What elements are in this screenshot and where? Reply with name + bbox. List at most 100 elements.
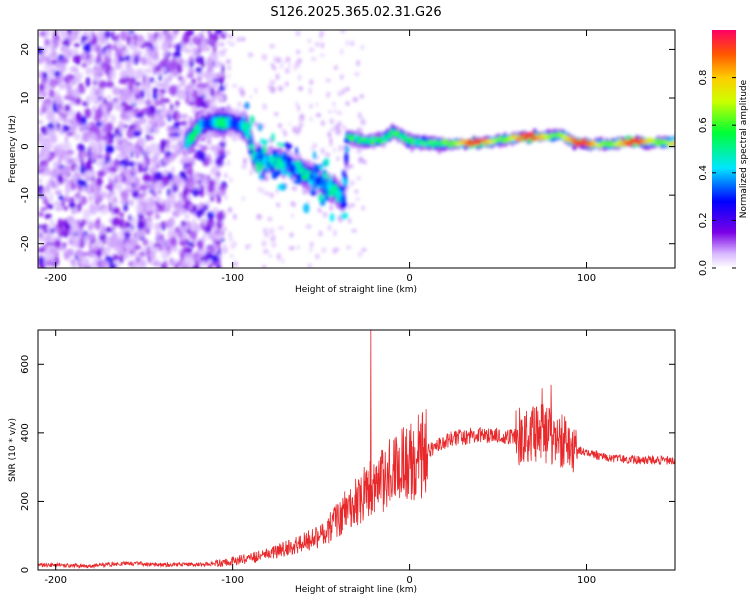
ridge-blob <box>608 140 613 144</box>
noise-blob <box>75 197 82 203</box>
noise-blob <box>169 85 178 96</box>
noise-blob <box>335 128 342 136</box>
noise-blob <box>281 258 285 264</box>
noise-blob <box>361 205 366 211</box>
noise-blob <box>183 162 187 171</box>
noise-blob <box>333 65 338 70</box>
noise-blob <box>273 55 276 63</box>
noise-blob <box>68 201 76 209</box>
noise-blob <box>74 166 81 172</box>
noise-blob <box>183 156 193 163</box>
ridge-blob <box>311 183 315 192</box>
noise-blob <box>245 244 249 250</box>
noise-blob <box>265 191 269 195</box>
noise-blob <box>163 41 172 47</box>
ridge-blob <box>318 165 323 171</box>
colorbar-tick-label: 0.4 <box>698 165 709 181</box>
noise-blob <box>200 221 205 231</box>
noise-blob <box>222 48 227 52</box>
noise-blob <box>314 42 321 47</box>
noise-blob <box>248 54 252 58</box>
noise-blob <box>254 122 260 127</box>
snr-frame <box>37 329 676 571</box>
noise-blob <box>182 59 190 68</box>
ridge-blob <box>324 190 327 197</box>
noise-blob <box>114 97 118 103</box>
noise-blob <box>135 50 143 55</box>
noise-blob <box>66 73 72 81</box>
noise-blob <box>323 211 328 218</box>
noise-blob <box>154 214 161 220</box>
noise-blob <box>140 89 145 99</box>
noise-blob <box>153 151 160 159</box>
noise-blob <box>161 66 167 73</box>
noise-blob <box>119 69 128 79</box>
noise-blob <box>285 81 289 87</box>
noise-blob <box>214 176 220 184</box>
noise-blob <box>230 254 234 258</box>
noise-blob <box>262 188 265 195</box>
noise-blob <box>232 84 238 88</box>
noise-blob <box>256 214 262 220</box>
noise-blob <box>158 92 165 98</box>
noise-blob <box>50 168 59 178</box>
noise-blob <box>233 213 237 220</box>
noise-blob <box>148 220 153 231</box>
x-tick-label: -200 <box>44 273 67 284</box>
ridge-blob <box>329 213 335 222</box>
ridge-blob <box>295 160 301 169</box>
noise-blob <box>54 190 62 196</box>
colorbar-tick-label: 0.2 <box>698 212 709 228</box>
noise-blob <box>107 94 112 100</box>
noise-blob <box>309 247 312 253</box>
noise-blob <box>224 173 228 178</box>
ridge-blob <box>297 173 302 179</box>
ridge-blob <box>430 143 436 148</box>
noise-blob <box>357 112 362 119</box>
ridge-blob <box>341 201 347 209</box>
noise-blob <box>85 76 91 88</box>
noise-blob <box>60 57 69 64</box>
noise-blob <box>130 200 134 207</box>
noise-blob <box>135 230 145 239</box>
noise-blob <box>135 203 143 214</box>
noise-blob <box>189 188 193 194</box>
noise-blob <box>106 139 114 145</box>
y-tick-label: 600 <box>20 355 31 374</box>
noise-blob <box>38 256 45 265</box>
noise-blob <box>140 117 147 125</box>
noise-blob <box>166 145 171 150</box>
noise-blob <box>263 227 268 234</box>
noise-blob <box>261 53 268 61</box>
noise-blob <box>123 49 130 54</box>
noise-blob <box>258 186 263 192</box>
noise-blob <box>87 223 93 232</box>
noise-blob <box>100 34 106 44</box>
noise-blob <box>115 143 123 152</box>
ridge-blob <box>574 143 579 147</box>
noise-blob <box>110 147 114 153</box>
noise-blob <box>38 178 43 184</box>
noise-blob <box>196 33 200 38</box>
noise-blob <box>227 40 230 44</box>
noise-blob <box>329 137 333 143</box>
noise-blob <box>75 249 84 256</box>
noise-blob <box>181 77 186 86</box>
noise-blob <box>170 152 178 159</box>
noise-blob <box>125 226 134 233</box>
ridge-blob <box>322 171 328 180</box>
noise-blob <box>104 154 111 163</box>
noise-blob <box>200 40 208 50</box>
noise-blob <box>272 66 276 71</box>
noise-blob <box>102 162 105 169</box>
noise-blob <box>351 229 357 233</box>
noise-blob <box>84 59 90 64</box>
noise-blob <box>132 130 142 138</box>
noise-blob <box>187 241 192 247</box>
noise-blob <box>164 200 170 209</box>
ridge-blob <box>627 142 633 146</box>
noise-blob <box>128 80 134 92</box>
noise-blob <box>98 80 107 89</box>
noise-blob <box>179 224 188 233</box>
noise-blob <box>194 97 203 109</box>
